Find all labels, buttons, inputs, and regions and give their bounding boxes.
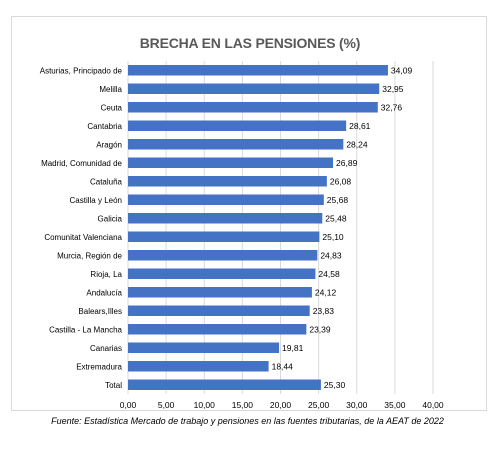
bar-chart: 0,00 5,00 10,00 15,00 20,00 25,00 30,00 35,00 40… xyxy=(40,61,444,410)
category-label: Asturias, Principado de xyxy=(40,66,123,75)
bar xyxy=(128,324,307,335)
data-label: 24,12 xyxy=(315,287,337,297)
data-label: 32,76 xyxy=(381,102,403,112)
data-label: 34,09 xyxy=(391,65,413,75)
bar xyxy=(128,176,327,187)
data-label: 28,24 xyxy=(346,139,368,149)
category-label: Rioja, La xyxy=(90,270,122,279)
bar xyxy=(128,65,388,76)
bar xyxy=(128,268,316,279)
data-label: 32,95 xyxy=(382,84,404,94)
x-tick-label: 35,00 xyxy=(384,400,406,410)
data-label: 23,83 xyxy=(313,306,335,316)
category-label: Galicia xyxy=(98,214,123,223)
data-label: 25,30 xyxy=(324,380,346,390)
x-tick-label: 15,00 xyxy=(232,400,254,410)
source-note: Fuente: Estadística Mercado de trabajo y… xyxy=(51,416,444,426)
category-label: Madrid, Comunidad de xyxy=(41,159,122,168)
data-label: 26,89 xyxy=(336,158,358,168)
data-label: 23,39 xyxy=(309,324,331,334)
bar xyxy=(128,83,380,94)
x-tick-label: 0,00 xyxy=(120,400,137,410)
bar xyxy=(128,157,334,168)
category-label: Castilla - La Mancha xyxy=(49,325,122,334)
category-label: Canarias xyxy=(90,344,122,353)
bar xyxy=(128,213,323,224)
category-label: Melilla xyxy=(99,85,122,94)
bar xyxy=(128,120,347,131)
bar xyxy=(128,305,310,316)
category-label: Comunitat Valenciana xyxy=(44,233,122,242)
category-label: Murcia, Región de xyxy=(57,251,122,260)
category-label: Total xyxy=(105,381,122,390)
data-label: 19,81 xyxy=(282,343,304,353)
category-label: Balears,Illes xyxy=(78,307,122,316)
category-label: Cataluña xyxy=(90,177,123,186)
data-label: 25,48 xyxy=(325,213,347,223)
bar xyxy=(128,139,344,150)
bar xyxy=(128,102,378,113)
category-label: Cantabria xyxy=(87,122,122,131)
x-tick-label: 20,00 xyxy=(270,400,292,410)
bar xyxy=(128,250,318,261)
chart-frame: BRECHA EN LAS PENSIONES (%) 0,00 5,00 10,0… xyxy=(11,16,487,411)
category-label: Castilla y León xyxy=(70,196,122,205)
bar xyxy=(128,379,321,390)
bar xyxy=(128,194,324,205)
data-label: 24,83 xyxy=(320,250,342,260)
category-label: Ceuta xyxy=(101,103,123,112)
data-label: 25,68 xyxy=(327,195,349,205)
chart-title: BRECHA EN LAS PENSIONES (%) xyxy=(139,35,361,51)
x-tick-label: 5,00 xyxy=(158,400,175,410)
data-label: 28,61 xyxy=(349,121,371,131)
x-tick-label: 40,00 xyxy=(422,400,444,410)
data-label: 26,08 xyxy=(330,176,352,186)
x-tick-label: 25,00 xyxy=(308,400,330,410)
x-tick-label: 10,00 xyxy=(194,400,216,410)
bar xyxy=(128,361,269,372)
category-label: Andalucía xyxy=(86,288,122,297)
bar xyxy=(128,231,320,242)
data-label: 25,10 xyxy=(322,232,344,242)
bar xyxy=(128,287,312,298)
category-label: Extremadura xyxy=(76,362,122,371)
x-tick-label: 30,00 xyxy=(346,400,368,410)
category-label: Aragón xyxy=(96,140,122,149)
bar xyxy=(128,342,280,353)
data-label: 18,44 xyxy=(272,361,294,371)
data-label: 24,58 xyxy=(318,269,340,279)
